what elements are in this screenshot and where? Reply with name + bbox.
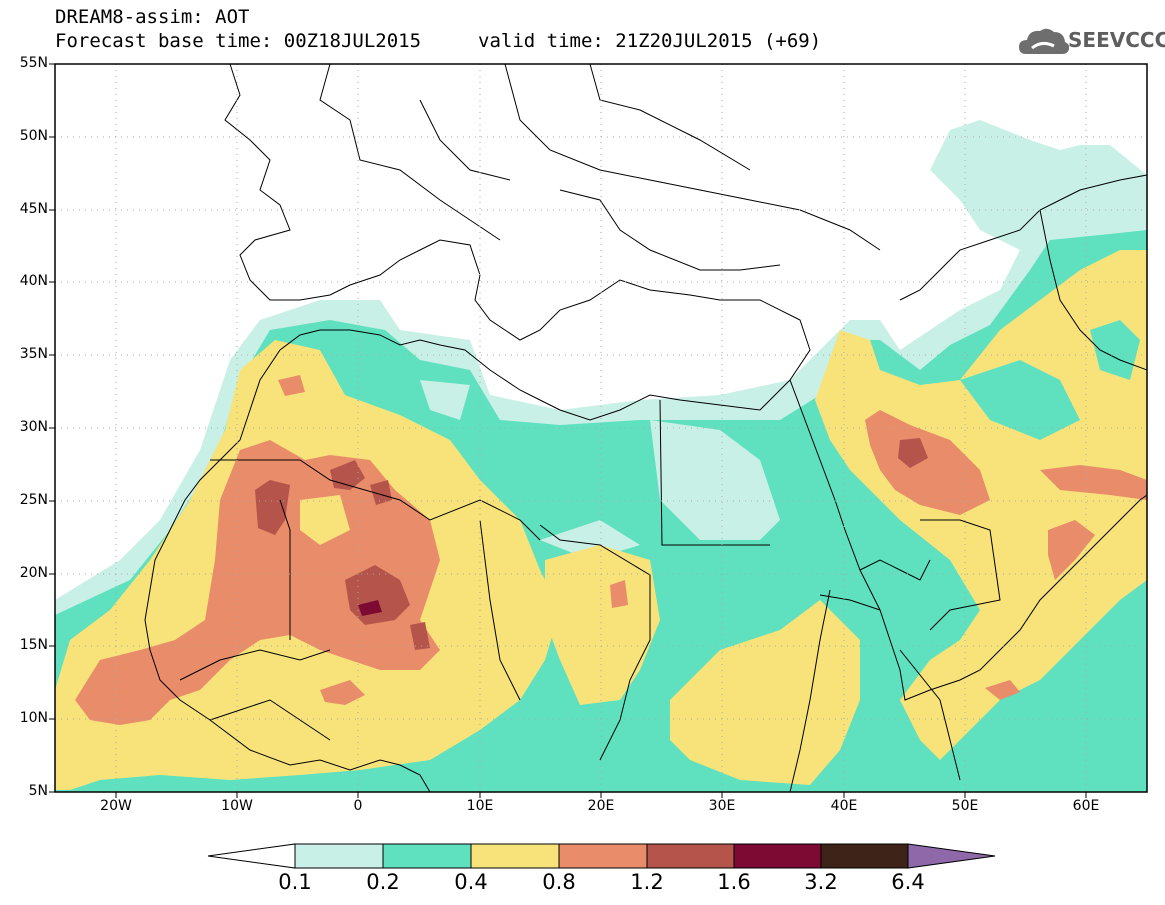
valid-time-label: valid time: 21Z20JUL2015 (+69): [478, 30, 822, 52]
colorbar-label: 0.1: [278, 870, 312, 894]
aot-level-0-4-east: [670, 600, 860, 785]
colorbar-label: 0.8: [542, 870, 576, 894]
colorbar-bin-7: [820, 843, 909, 869]
colorbar-below: [207, 843, 296, 869]
lat-label: 30N: [19, 419, 48, 435]
colorbar-bin-3: [470, 843, 560, 869]
map-title: DREAM8-assim: AOT: [55, 6, 250, 28]
lon-label: 10W: [221, 798, 253, 814]
lon-label: 30E: [708, 798, 736, 814]
colorbar-label: 3.2: [804, 870, 838, 894]
aot-contours: [55, 120, 1147, 792]
colorbar-above: [907, 843, 996, 869]
lat-label: 5N: [28, 783, 48, 799]
colorbar-label: 1.6: [717, 870, 751, 894]
colorbar: [207, 843, 996, 869]
lat-label: 55N: [19, 55, 48, 71]
aot-level-0-4-arabia: [815, 250, 1147, 760]
axis-ticks: [49, 63, 1087, 798]
lon-label: 10E: [466, 798, 494, 814]
lon-label: 20E: [587, 798, 615, 814]
colorbar-label: 6.4: [891, 870, 925, 894]
lon-label: 50E: [951, 798, 979, 814]
graticule: [55, 64, 1147, 792]
lat-label: 45N: [19, 201, 48, 217]
colorbar-bin-5: [646, 843, 735, 869]
colorbar-label: 1.2: [630, 870, 664, 894]
coastlines: [144, 64, 1147, 792]
lat-label: 35N: [19, 346, 48, 362]
lat-label: 20N: [19, 565, 48, 581]
aot-level-1-2: [255, 480, 290, 535]
aot-level-1-6: [358, 600, 382, 616]
base-time-label: Forecast base time: 00Z18JUL2015: [55, 30, 422, 52]
lat-label: 15N: [19, 637, 48, 653]
aot-level-0-4-central: [545, 545, 660, 705]
aot-level-0-8-west: [75, 440, 440, 725]
colorbar-label: 0.2: [366, 870, 400, 894]
aot-level-0-8-arabia: [865, 410, 990, 515]
lon-label: 20W: [100, 798, 132, 814]
lat-label: 25N: [19, 492, 48, 508]
lon-label: 40E: [830, 798, 858, 814]
cloud-icon: [1019, 28, 1070, 54]
colorbar-bin-2: [382, 843, 472, 869]
lat-label: 10N: [19, 710, 48, 726]
colorbar-bin-6: [733, 843, 822, 869]
lat-label: 50N: [19, 128, 48, 144]
colorbar-label: 0.4: [454, 870, 488, 894]
logo-text: SEEVCCC: [1068, 28, 1165, 52]
colorbar-bin-4: [558, 843, 648, 869]
lat-label: 40N: [19, 273, 48, 289]
colorbar-bin-1: [294, 843, 384, 869]
lon-label: 0: [353, 798, 363, 814]
lon-label: 60E: [1072, 798, 1100, 814]
